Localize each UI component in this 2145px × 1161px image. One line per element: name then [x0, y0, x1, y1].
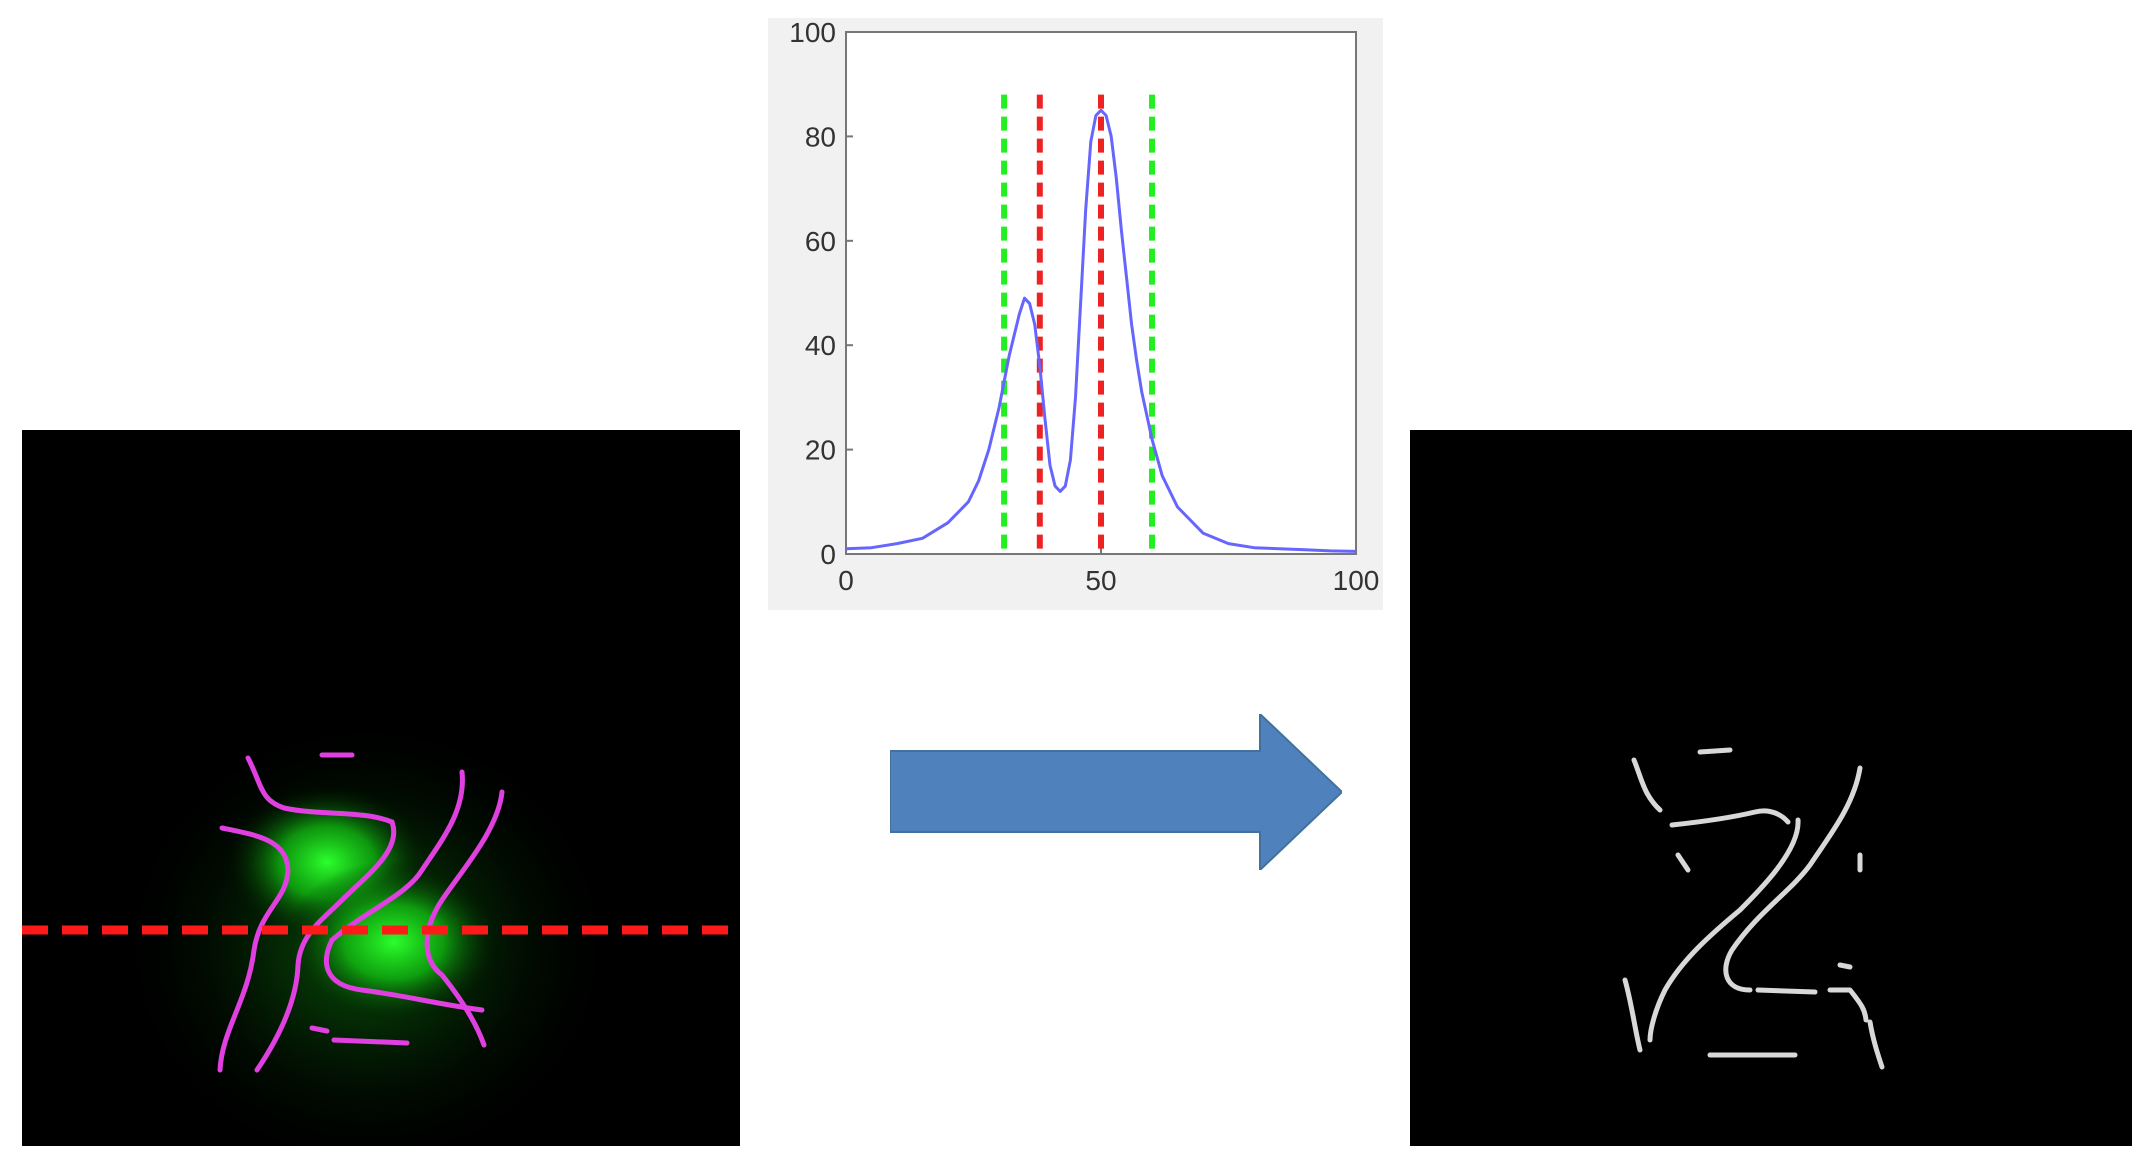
trace-segment	[245, 755, 395, 825]
x-tick-label: 50	[1085, 565, 1116, 596]
right-arrow-icon	[890, 714, 1342, 870]
y-tick-label: 0	[820, 539, 836, 570]
skeleton-image	[1410, 430, 2132, 1146]
skeleton-segment	[1697, 747, 1733, 755]
skeleton-segment	[1631, 757, 1663, 813]
skeleton-segment	[1723, 765, 1863, 993]
intensity-profile-chart: 0 20 40 60 80 100 0 50 100	[768, 18, 1383, 610]
magenta-traces	[217, 752, 505, 1073]
y-tick-label: 100	[789, 18, 836, 48]
skeleton-segment	[1837, 962, 1853, 970]
x-tick-label: 0	[838, 565, 854, 596]
skeleton-segment	[1827, 987, 1869, 1023]
trace-segment	[309, 1025, 330, 1034]
y-tick-label: 20	[805, 435, 836, 466]
skeleton-segment	[1867, 1019, 1885, 1070]
skeleton-segment	[1675, 852, 1691, 873]
y-axis: 0 20 40 60 80 100	[789, 18, 853, 570]
intensity-profile-line	[845, 108, 1357, 553]
image-background	[1410, 430, 2132, 1146]
skeleton-segment	[1669, 808, 1791, 828]
skeleton-segment	[1647, 817, 1801, 1043]
skeleton-segment	[1755, 987, 1818, 995]
skeleton-segment	[1622, 977, 1643, 1053]
peak-boundary-markers	[1001, 94, 1155, 554]
skeleton-traces	[1622, 747, 1885, 1070]
y-tick-label: 40	[805, 330, 836, 361]
x-axis: 0 50 100	[838, 547, 1379, 596]
trace-segment	[331, 1037, 410, 1046]
trace-segment	[424, 789, 505, 1048]
y-tick-label: 60	[805, 226, 836, 257]
y-tick-label: 80	[805, 121, 836, 152]
trace-segment	[324, 769, 485, 1013]
trace-segment	[217, 825, 291, 1073]
fluorescence-image	[22, 430, 740, 1146]
x-tick-label: 100	[1333, 565, 1380, 596]
